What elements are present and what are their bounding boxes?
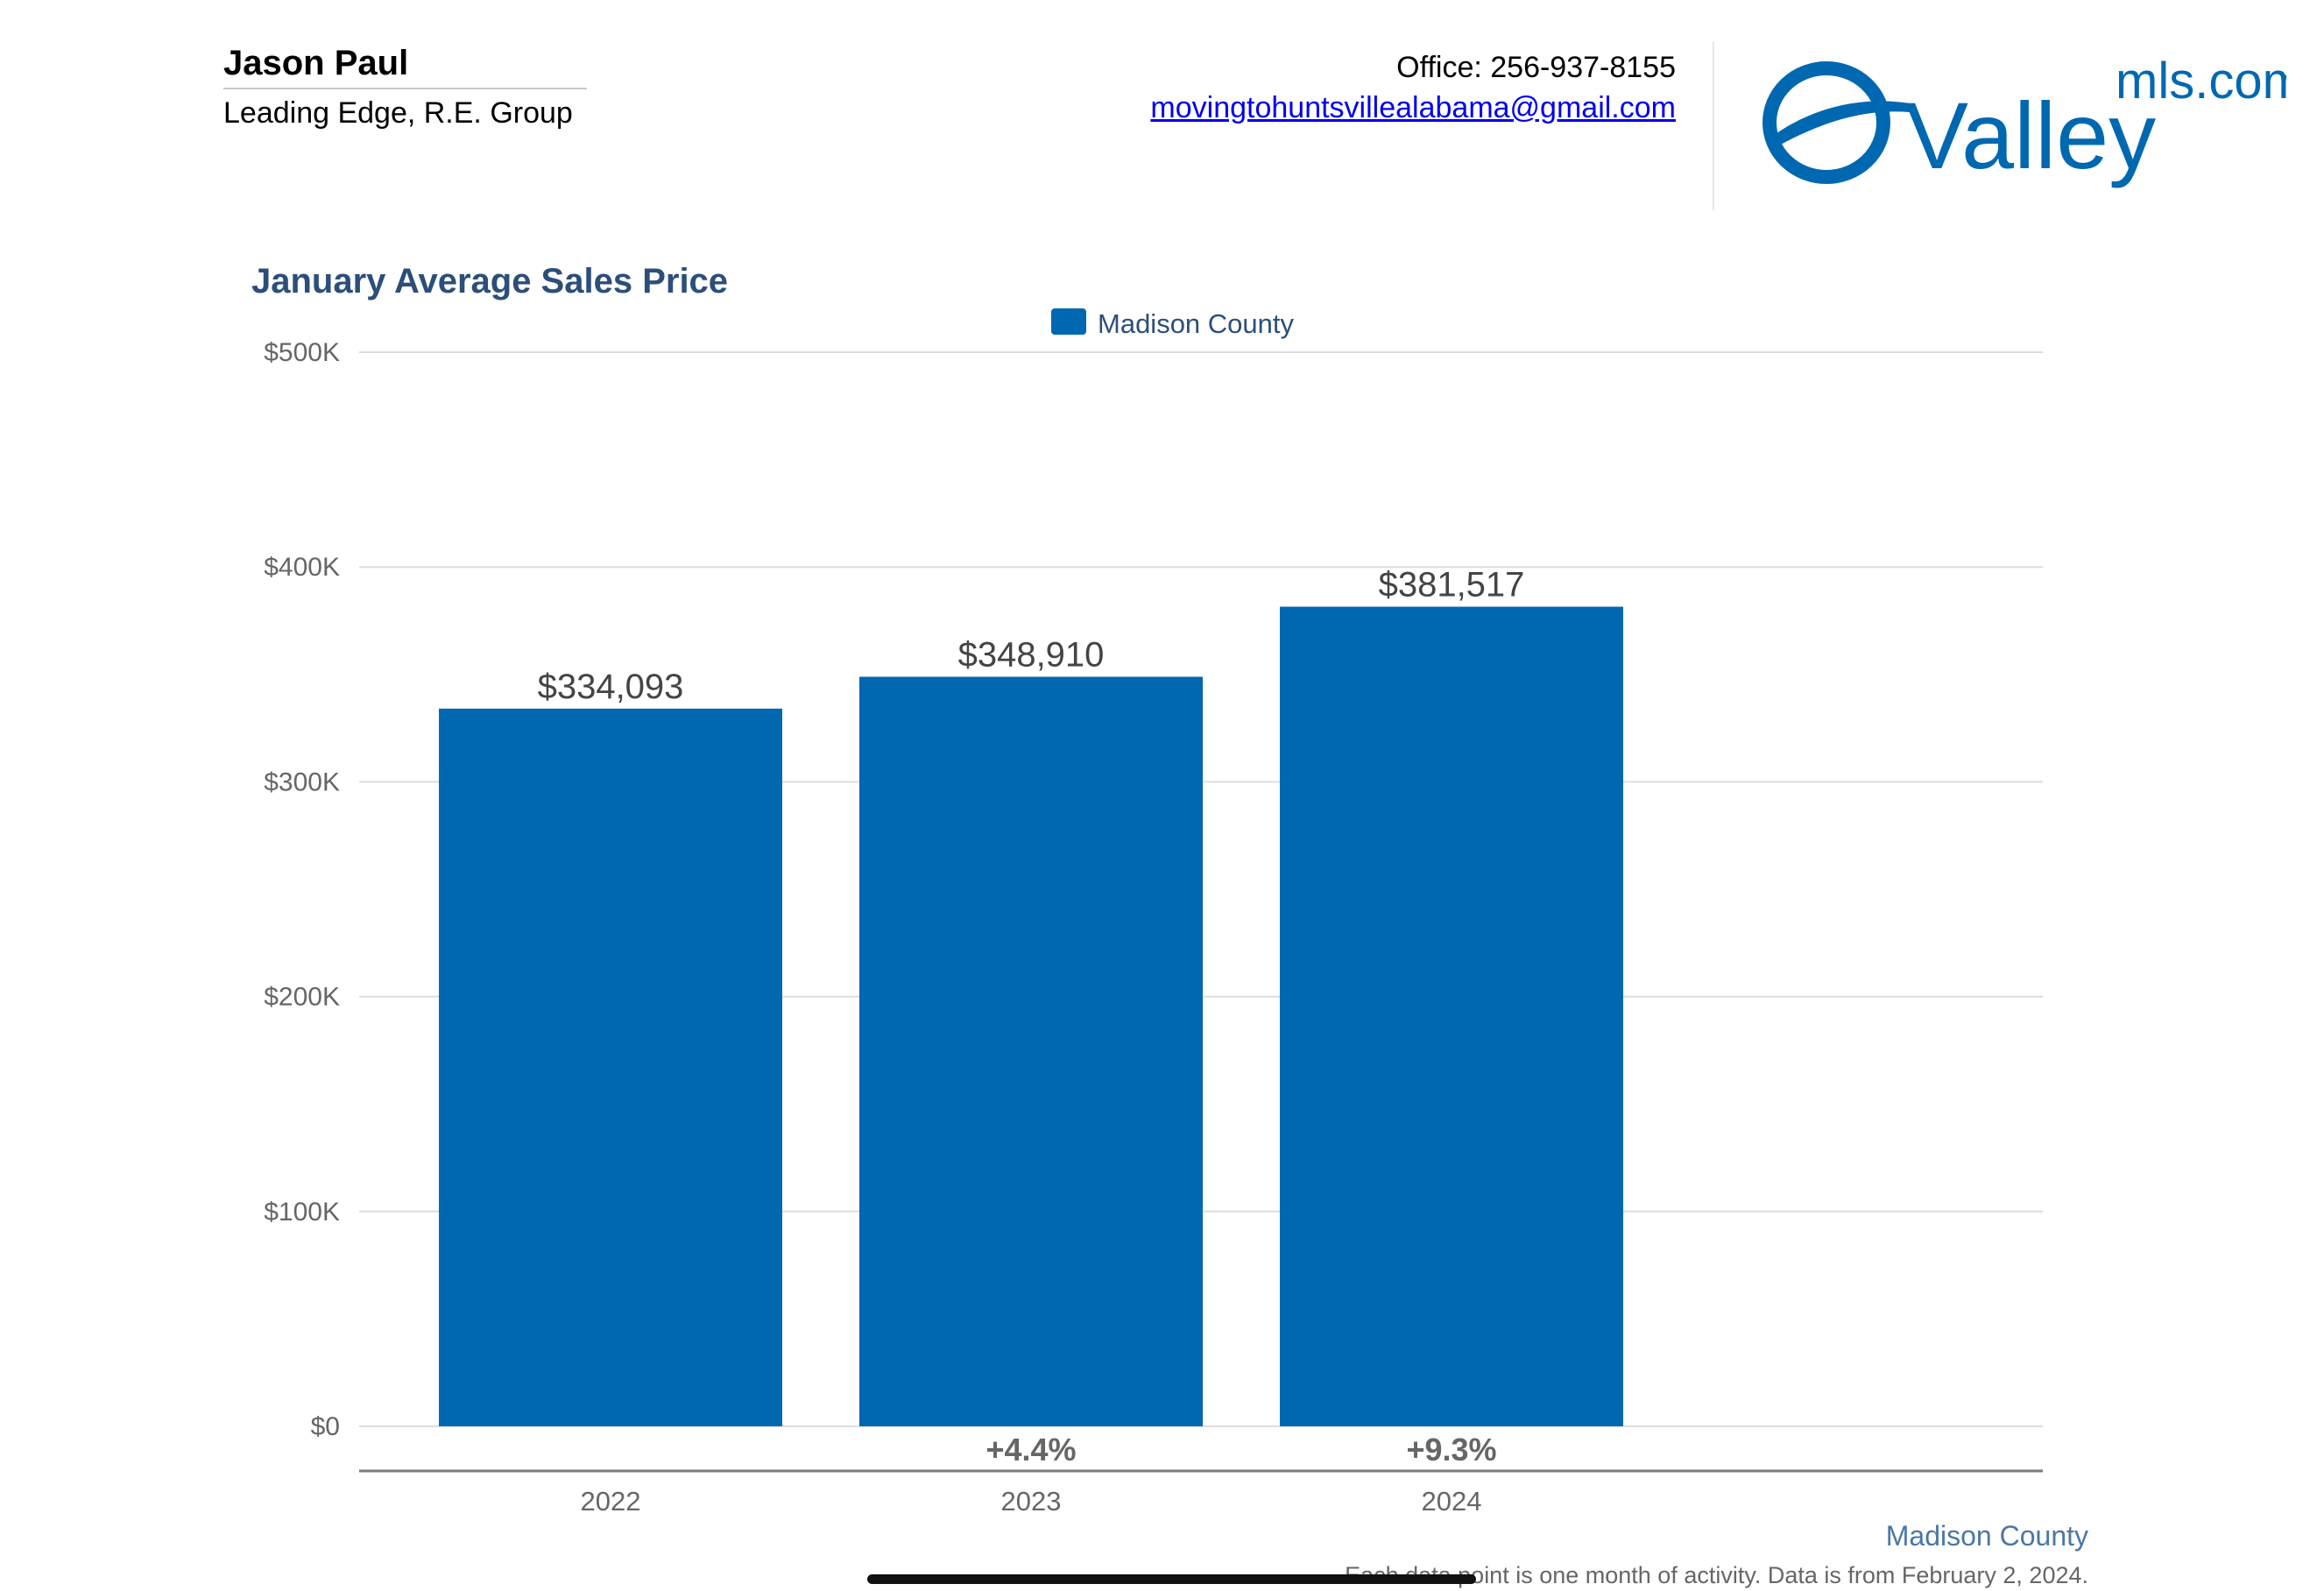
bar xyxy=(439,708,782,1426)
y-tick-label: $300K xyxy=(264,767,340,796)
footer-region: Madison County xyxy=(1886,1520,2088,1552)
agent-name: Jason Paul xyxy=(223,44,409,82)
valleymls-swoosh-icon xyxy=(1762,61,1910,184)
legend-swatch xyxy=(1051,308,1086,335)
home-indicator xyxy=(867,1574,1476,1584)
header-divider xyxy=(1713,42,1714,210)
logo-suffix: mls.com xyxy=(2116,53,2286,110)
chart-title: January Average Sales Price xyxy=(251,262,728,301)
bar-value-label: $334,093 xyxy=(538,668,684,706)
y-tick-label: $100K xyxy=(264,1198,340,1227)
x-tick-label: 2023 xyxy=(1001,1486,1062,1517)
office-phone: Office: 256-937-8155 xyxy=(1396,51,1676,84)
bar-value-label: $381,517 xyxy=(1379,566,1525,605)
valleymls-logo: Valley mls.com xyxy=(1762,53,2286,188)
change-label: +4.4% xyxy=(985,1432,1076,1467)
y-tick-label: $400K xyxy=(264,553,340,582)
x-tick-label: 2024 xyxy=(1422,1486,1482,1517)
bar xyxy=(859,676,1203,1426)
y-tick-label: $200K xyxy=(264,983,340,1012)
agent-company: Leading Edge, R.E. Group xyxy=(223,96,573,130)
legend-label: Madison County xyxy=(1098,308,1295,339)
contact-block: Office: 256-937-8155 movingtohuntsvillea… xyxy=(1150,47,1676,128)
change-label: +9.3% xyxy=(1406,1432,1496,1467)
bar-value-label: $348,910 xyxy=(958,635,1105,674)
y-tick-label: $0 xyxy=(311,1412,340,1441)
email-link[interactable]: movingtohuntsvillealabama@gmail.com xyxy=(1150,91,1676,124)
logo-brand: Valley xyxy=(1905,82,2156,188)
agent-name-divider xyxy=(223,88,587,89)
bar xyxy=(1280,606,1623,1426)
y-tick-label: $500K xyxy=(264,338,340,367)
x-tick-label: 2022 xyxy=(581,1486,641,1517)
